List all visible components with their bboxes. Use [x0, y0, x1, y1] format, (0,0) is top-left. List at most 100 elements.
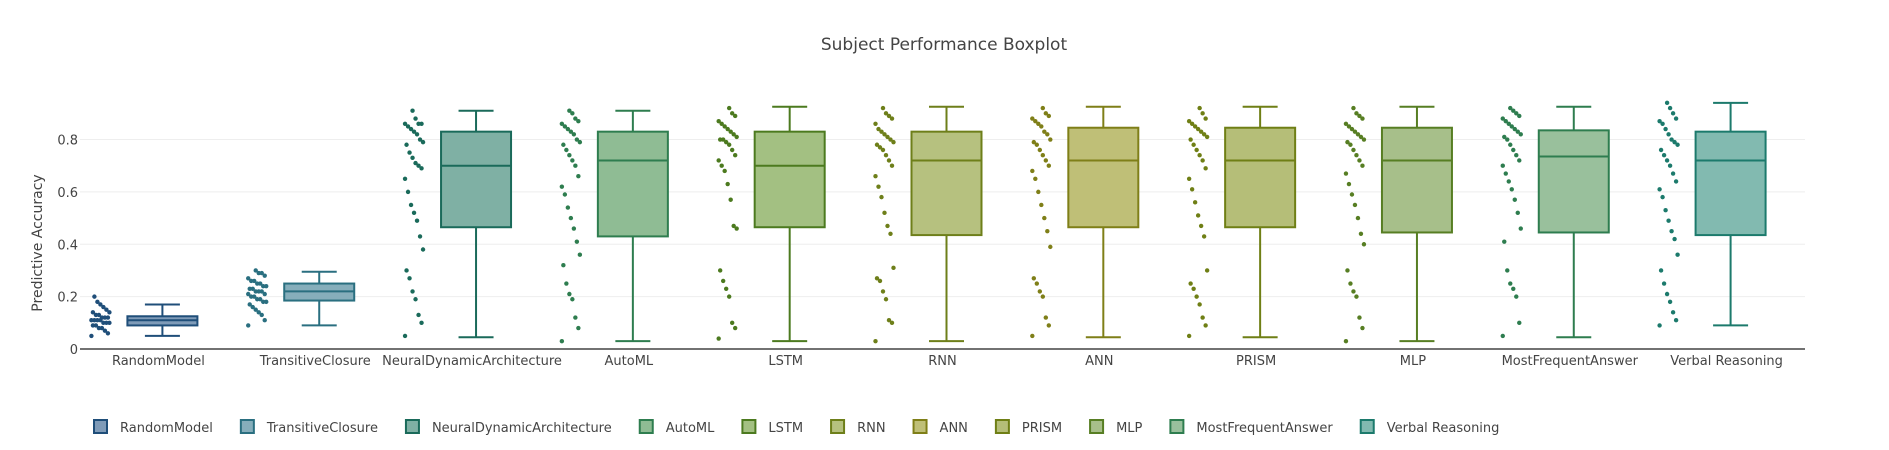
data-point [262, 273, 267, 278]
data-point [1355, 132, 1361, 137]
data-point [1040, 105, 1046, 111]
data-point [734, 226, 739, 231]
legend-item-neuraldynamicarchitecture[interactable]: NeuralDynamicArchitecture [404, 419, 612, 436]
data-point [1506, 121, 1511, 127]
data-point [722, 168, 727, 174]
data-point [414, 218, 420, 223]
data-point [568, 129, 574, 134]
data-point [729, 147, 735, 153]
data-point [891, 139, 896, 145]
data-point [1195, 126, 1201, 132]
data-point [90, 310, 96, 315]
data-point [1189, 121, 1195, 127]
data-point [874, 276, 880, 281]
legend-item-prism[interactable]: PRISM [994, 419, 1062, 436]
legend-item-mostfrequentanswer[interactable]: MostFrequentAnswer [1169, 419, 1333, 436]
data-point [1346, 181, 1352, 187]
data-point [1505, 268, 1510, 273]
legend-swatch [1359, 419, 1375, 434]
data-point [889, 320, 895, 326]
data-point [716, 336, 721, 341]
x-tick-label: AutoML [605, 354, 654, 369]
data-point [1036, 189, 1041, 195]
data-point [1508, 105, 1513, 111]
data-point [1357, 158, 1362, 163]
data-point [1509, 124, 1514, 129]
data-point [877, 278, 883, 284]
data-point [1043, 111, 1049, 116]
legend-swatch [912, 419, 928, 434]
data-point [246, 323, 251, 328]
legend-item-ann[interactable]: ANN [912, 419, 968, 436]
data-point [1042, 129, 1047, 134]
legend-label: MostFrequentAnswer [1196, 421, 1333, 436]
legend-swatch [239, 419, 255, 434]
data-point [570, 158, 575, 163]
iqr-box [1694, 130, 1767, 237]
data-point [419, 320, 424, 326]
data-point [1040, 294, 1046, 299]
box-ann [1030, 105, 1140, 339]
data-point [1046, 113, 1052, 119]
legend-item-mlp[interactable]: MLP [1089, 419, 1143, 436]
data-point [407, 276, 412, 281]
data-point [262, 291, 267, 297]
data-point [414, 132, 420, 137]
box-prism [1186, 105, 1297, 339]
data-point [1511, 108, 1516, 113]
data-point [1037, 289, 1043, 294]
data-point [1670, 310, 1676, 315]
data-point [1658, 268, 1664, 273]
legend-item-rnn[interactable]: RNN [830, 419, 886, 436]
data-point [1512, 126, 1517, 132]
data-point [1046, 323, 1052, 328]
data-point [1661, 153, 1667, 158]
data-point [1198, 223, 1204, 229]
data-point [1500, 163, 1505, 168]
legend-item-transitiveclosure[interactable]: TransitiveClosure [239, 419, 378, 436]
data-point [416, 121, 421, 127]
data-point [732, 153, 738, 158]
data-point [880, 147, 886, 153]
data-point [561, 142, 566, 147]
data-point [1345, 139, 1350, 145]
data-point [1037, 147, 1043, 153]
data-point [255, 297, 260, 302]
data-point [1188, 137, 1193, 142]
data-point [1672, 236, 1677, 242]
data-point [1192, 124, 1198, 129]
data-point [1198, 129, 1204, 134]
y-axis-title: Predictive Accuracy [30, 174, 46, 311]
data-point [419, 166, 424, 171]
data-point [732, 325, 738, 331]
data-point [1197, 153, 1202, 158]
data-point [411, 210, 417, 216]
legend-item-verbal-reasoning[interactable]: Verbal Reasoning [1359, 419, 1500, 436]
data-point [874, 142, 880, 147]
data-point [726, 294, 732, 299]
data-point [719, 121, 724, 127]
data-point [559, 184, 565, 189]
legend-item-automl[interactable]: AutoML [638, 419, 715, 436]
data-point [565, 126, 571, 132]
box-randommodel [89, 294, 199, 339]
data-point [1188, 281, 1193, 286]
legend-swatch [1169, 419, 1185, 434]
data-point [1034, 281, 1040, 286]
data-point [1200, 315, 1205, 320]
data-point [885, 223, 890, 229]
x-axis: RandomModel TransitiveClosure NeuralDynami… [112, 354, 1783, 369]
data-point [571, 226, 577, 231]
x-tick-label: LSTM [768, 354, 803, 369]
data-point [1031, 276, 1037, 281]
data-point [420, 247, 426, 252]
legend-label: RandomModel [120, 421, 213, 436]
legend-item-randommodel[interactable]: RandomModel [93, 419, 213, 436]
legend-item-lstm[interactable]: LSTM [741, 419, 803, 436]
data-point [92, 294, 97, 299]
legend-swatch [994, 419, 1010, 434]
y-tick-label: 0.4 [57, 238, 78, 253]
data-point [1195, 213, 1201, 218]
data-point [1201, 234, 1207, 239]
